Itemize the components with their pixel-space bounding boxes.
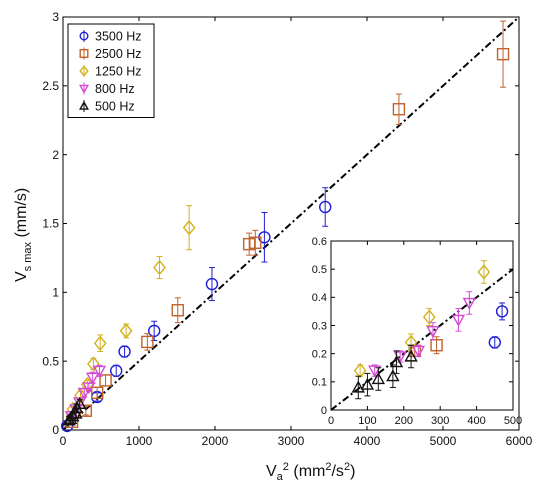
legend-marker — [79, 84, 89, 94]
legend-marker — [79, 100, 89, 110]
main-x-tick-label: 4000 — [354, 434, 381, 448]
legend-label: 2500 Hz — [95, 47, 142, 61]
x-axis-title: Va2 (mm2/s2) — [266, 461, 355, 483]
svg-text:Va2 (mm2/s2): Va2 (mm2/s2) — [266, 461, 355, 483]
main-y-tick-label: 0 — [52, 423, 59, 437]
svg-text:Vs max (mm/s): Vs max (mm/s) — [13, 188, 34, 282]
inset-data-point — [495, 305, 509, 318]
inset-y-tick-label: 0.2 — [312, 349, 327, 361]
inset-data-point — [360, 377, 375, 390]
main-data-point — [319, 200, 332, 214]
inset-data-point — [351, 380, 365, 393]
main-data-point — [249, 236, 262, 249]
legend: 3500 Hz 2500 Hz 1250 Hz 800 Hz 500 Hz — [67, 23, 155, 118]
main-data-point — [171, 304, 184, 317]
main-x-tick-label: 2000 — [202, 434, 229, 448]
legend-label: 3500 Hz — [95, 30, 142, 44]
inset-y-tick-label: 0.4 — [312, 292, 327, 304]
inset-x-tick-label: 200 — [395, 415, 413, 427]
main-y-tick-label: 2 — [52, 148, 59, 162]
main-data-point — [93, 335, 107, 351]
main-data-point — [141, 335, 154, 349]
main-data-point — [85, 372, 100, 385]
main-x-tick-label: 5000 — [430, 434, 457, 448]
main-y-tick-label: 2.5 — [42, 79, 59, 93]
inset-data-point — [462, 297, 477, 310]
main-data-point — [153, 259, 166, 276]
main-y-tick-label: 0.5 — [42, 354, 59, 368]
main-data-point — [182, 219, 196, 236]
main-x-tick-label: 0 — [60, 434, 67, 448]
inset-x-tick-label: 0 — [328, 415, 334, 427]
main-data-point — [147, 324, 161, 338]
main-y-tick-label: 1.5 — [42, 217, 59, 231]
main-data-point — [79, 404, 93, 417]
inset-y-tick-label: 0.3 — [312, 320, 327, 332]
main-data-point — [90, 386, 104, 400]
legend-label: 1250 Hz — [95, 65, 142, 79]
inset-data-point — [389, 355, 404, 368]
inset-x-tick-label: 500 — [504, 415, 522, 427]
main-reference-line — [62, 16, 520, 431]
main-y-tick-label: 3 — [52, 10, 59, 24]
main-data-point — [77, 387, 91, 400]
inset-x-tick-label: 300 — [431, 415, 449, 427]
main-x-tick-label: 3000 — [278, 434, 305, 448]
inset-data-point — [430, 339, 443, 352]
inset-y-tick-label: 0.6 — [312, 236, 327, 248]
main-data-point — [392, 103, 406, 116]
y-axis-title: Vs max (mm/s) — [13, 188, 34, 282]
inset-y-tick-label: 0.1 — [312, 377, 327, 389]
inset-data-point — [367, 365, 382, 378]
main-data-point — [99, 374, 112, 387]
legend-marker — [79, 49, 89, 59]
inset-data-point — [422, 309, 436, 325]
inset-y-tick-label: 0 — [321, 405, 327, 417]
inset-x-tick-label: 100 — [358, 415, 376, 427]
inset-data-point — [353, 362, 367, 379]
inset-data-point — [386, 369, 400, 382]
main-data-point — [92, 365, 107, 378]
main-data-point — [86, 356, 100, 372]
main-y-tick-label: 1 — [52, 286, 59, 300]
inset-plot-area: 0 100 200 300 400 500 0 0.1 0.2 0.3 0.4 0.5 0.6 — [312, 236, 522, 427]
inset-data-point — [477, 264, 491, 280]
main-x-tick-label: 6000 — [506, 434, 533, 448]
main-data-point — [73, 396, 87, 409]
main-data-point — [205, 277, 219, 291]
inset-data-point — [451, 314, 466, 327]
legend-marker — [79, 65, 89, 77]
main-data-point — [109, 364, 123, 378]
legend-marker — [79, 31, 89, 41]
inset-x-tick-label: 400 — [467, 415, 485, 427]
inset-data-point — [411, 345, 426, 358]
legend-label: 800 Hz — [95, 82, 135, 96]
inset-data-point — [404, 349, 418, 362]
inset-data-point — [488, 336, 501, 349]
inset-y-tick-label: 0.5 — [312, 264, 327, 276]
inset-data-point — [426, 326, 440, 339]
main-data-point — [496, 47, 510, 61]
main-data-point — [118, 345, 131, 358]
main-data-point — [119, 323, 133, 339]
inset-data-point — [371, 372, 386, 385]
inset-reference-line — [330, 268, 514, 411]
legend-label: 500 Hz — [95, 100, 135, 114]
main-data-point — [82, 382, 96, 395]
main-x-tick-label: 1000 — [126, 434, 153, 448]
